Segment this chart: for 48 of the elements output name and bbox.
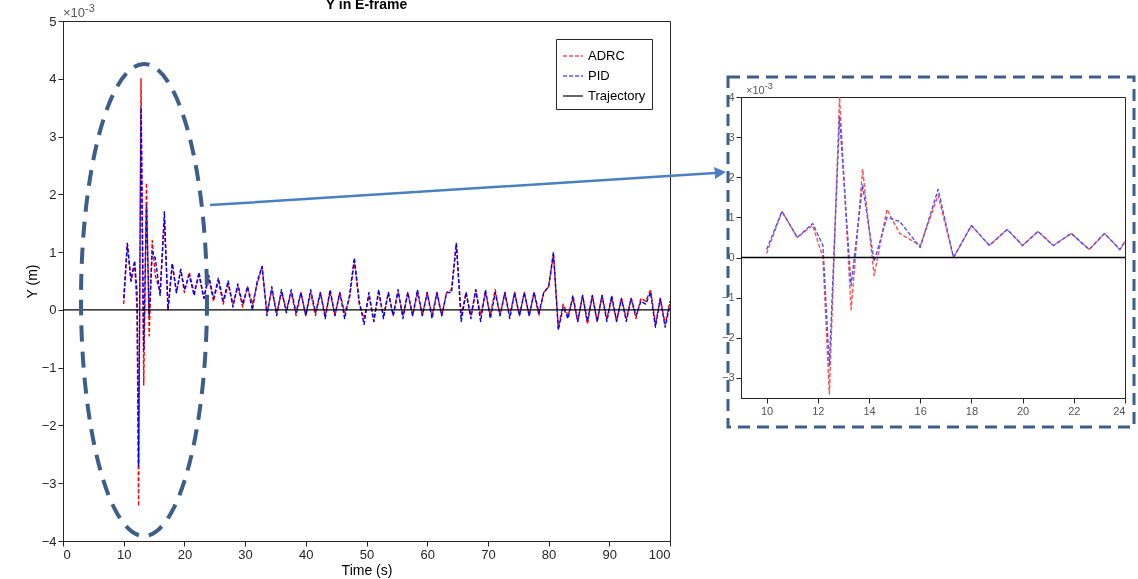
y-tick-label: 2 [49,186,57,202]
y-tick-label: 0 [728,251,735,264]
x-tick-label: 12 [812,404,825,417]
y-tick-label: −1 [721,291,735,304]
y-tick-label: −2 [721,331,735,344]
x-tick-label: 80 [541,546,557,562]
y-tick-label: 1 [49,244,57,260]
y-tick-label: −4 [41,533,57,549]
y-tick-label: 3 [49,129,57,145]
x-tick-label: 22 [1068,404,1081,417]
x-tick-label: 16 [914,404,927,417]
x-tick-label: 18 [965,404,979,417]
x-tick-label: 30 [238,546,253,562]
x-tick-label: 10 [760,404,774,417]
y-tick-label: 5 [49,13,57,29]
y-axis-title: Y (m) [23,264,40,299]
x-tick-label: 60 [420,546,435,562]
y-tick-label: −1 [41,360,57,376]
x-tick-label: 100 [648,546,671,562]
legend-label: Trajectory [588,88,646,103]
y-tick-label: 4 [728,90,735,103]
y-tick-label: −3 [721,371,735,384]
x-tick-label: 10 [116,546,132,562]
text: ×10$^{-3}$ [63,2,95,21]
legend-label: PID [588,68,610,83]
x-tick-label: 90 [602,546,618,562]
y-tick-label: 1 [728,210,735,223]
line-series [765,97,1125,395]
x-tick-label: 20 [177,546,193,562]
x-tick-label: 0 [63,546,71,562]
x-tick-label: 14 [863,404,876,417]
y-tick-label: 4 [49,71,57,87]
line-series [765,116,1125,367]
y-tick-label: 2 [728,170,735,183]
y-tick-label: 3 [728,130,735,143]
x-tick-label: 40 [299,546,314,562]
line-series [123,78,670,508]
text: ×10$^{-3}$ [746,81,773,96]
y-tick-label: 0 [49,302,57,318]
line-series [123,106,670,467]
x-tick-label: 50 [359,546,375,562]
x-tick-label: 24 [1113,404,1126,417]
x-tick-label: 70 [481,546,496,562]
y-tick-label: −3 [41,475,57,491]
y-tick-label: −2 [41,417,57,433]
x-tick-label: 20 [1016,404,1030,417]
legend-label: ADRC [588,48,625,63]
x-axis-title: Time (s) [341,561,393,578]
